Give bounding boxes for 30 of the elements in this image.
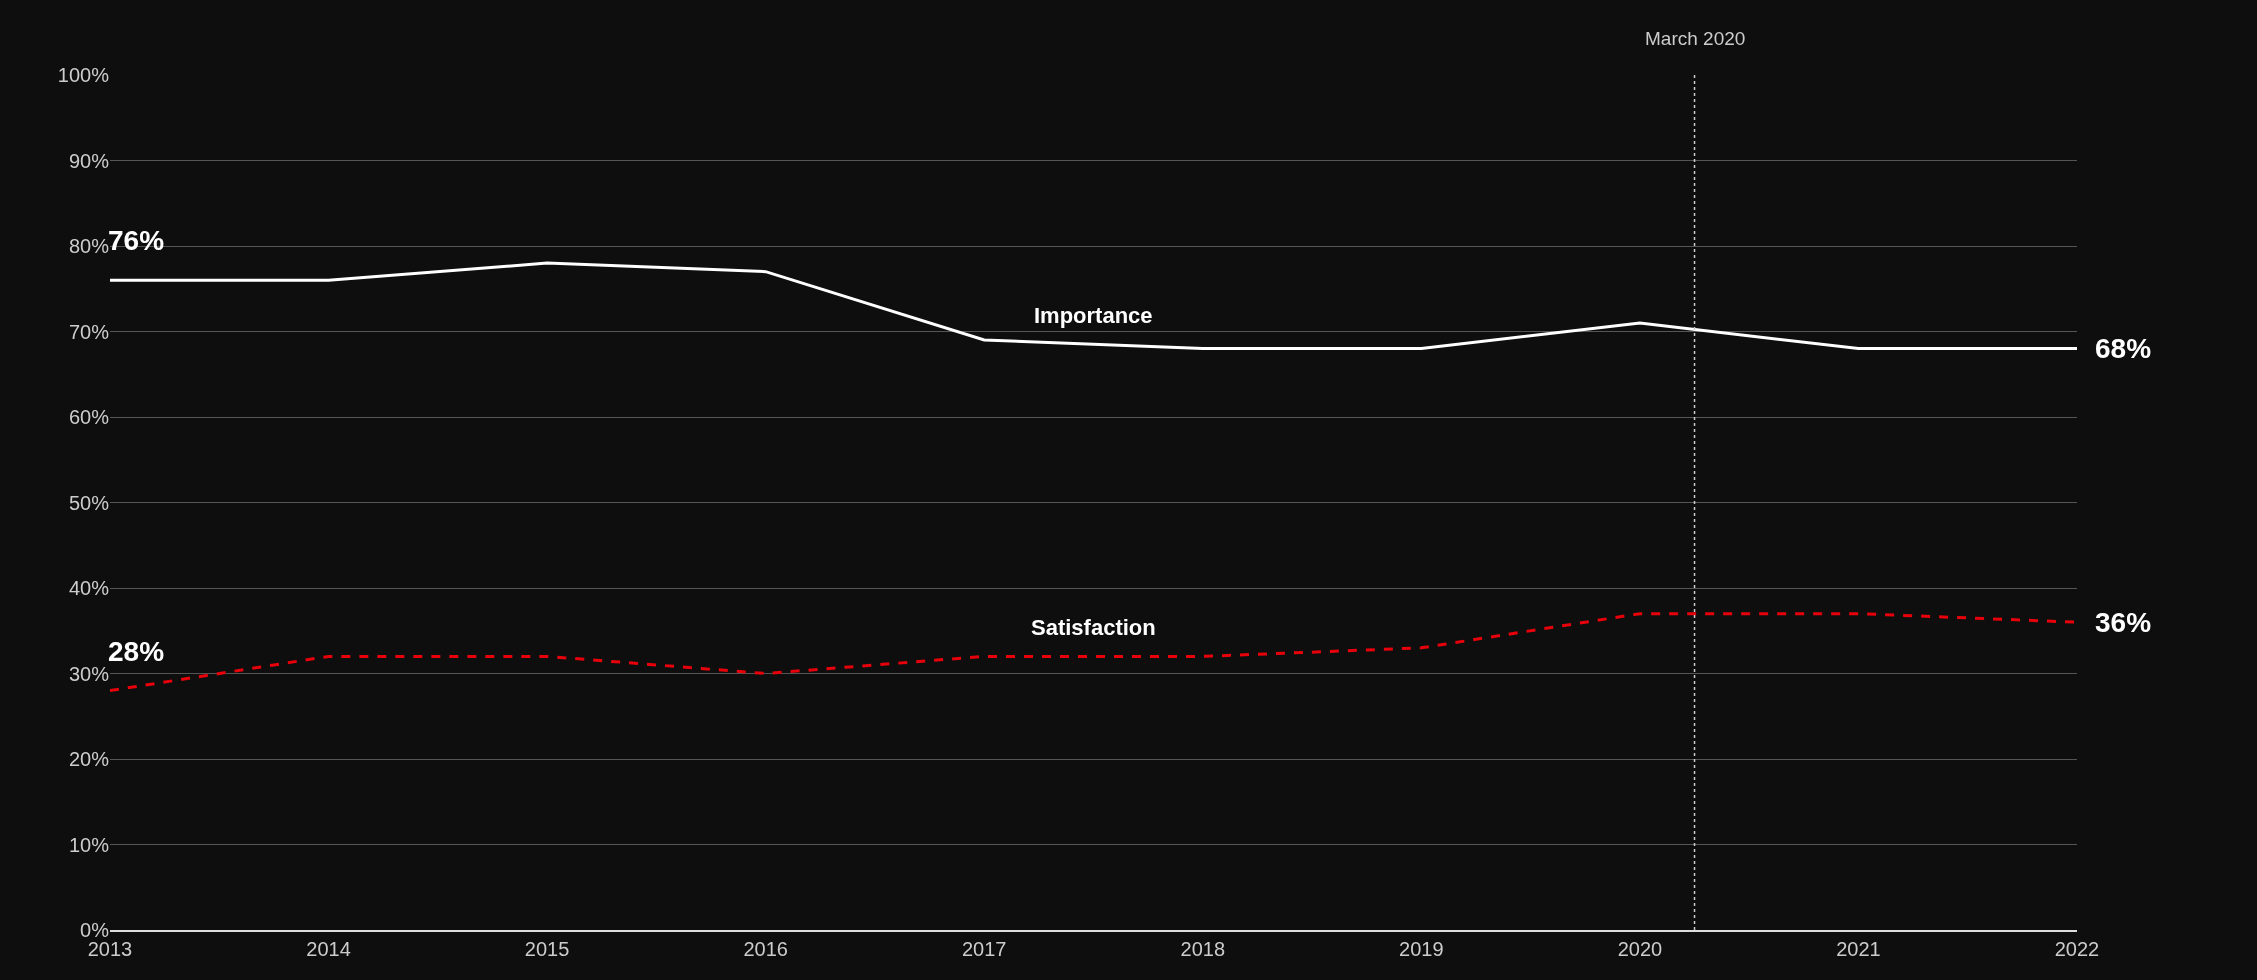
x-tick-label: 2016 (743, 938, 788, 960)
data-label: 68% (2095, 333, 2152, 364)
data-label: 36% (2095, 607, 2152, 638)
x-tick-label: 2017 (961, 938, 1007, 960)
x-tick-label: 2014 (306, 938, 351, 960)
x-tick-label: 2018 (1180, 938, 1226, 960)
x-tick-label: 2021 (1836, 938, 1881, 960)
x-tick-label: 2013 (87, 938, 133, 960)
y-tick-label: 80% (68, 235, 110, 257)
x-tick-label: 2022 (2054, 938, 2100, 960)
ref-line-label: March 2020 (1645, 28, 1746, 49)
x-tick-label: 2019 (1399, 938, 1444, 960)
y-tick-label: 0% (80, 919, 110, 941)
data-label: 76% (108, 225, 165, 256)
y-tick-label: 30% (68, 662, 110, 685)
x-tick-label: 2015 (524, 938, 570, 960)
y-tick-label: 70% (68, 320, 110, 343)
line-series (110, 261, 2077, 351)
data-label: 28% (108, 636, 165, 667)
series-label: Satisfaction (1031, 615, 1156, 640)
y-tick-label: 20% (68, 748, 110, 770)
y-tick-label: 40% (68, 577, 110, 599)
y-tick-label: 60% (68, 406, 110, 428)
series-label: Importance (1034, 303, 1153, 328)
y-tick-label: 10% (68, 833, 110, 856)
y-tick-label: 100% (57, 64, 110, 86)
y-tick-label: 90% (68, 149, 110, 172)
y-tick-label: 50% (68, 491, 110, 514)
line-series (110, 612, 2077, 693)
x-tick-label: 2020 (1617, 938, 1663, 960)
